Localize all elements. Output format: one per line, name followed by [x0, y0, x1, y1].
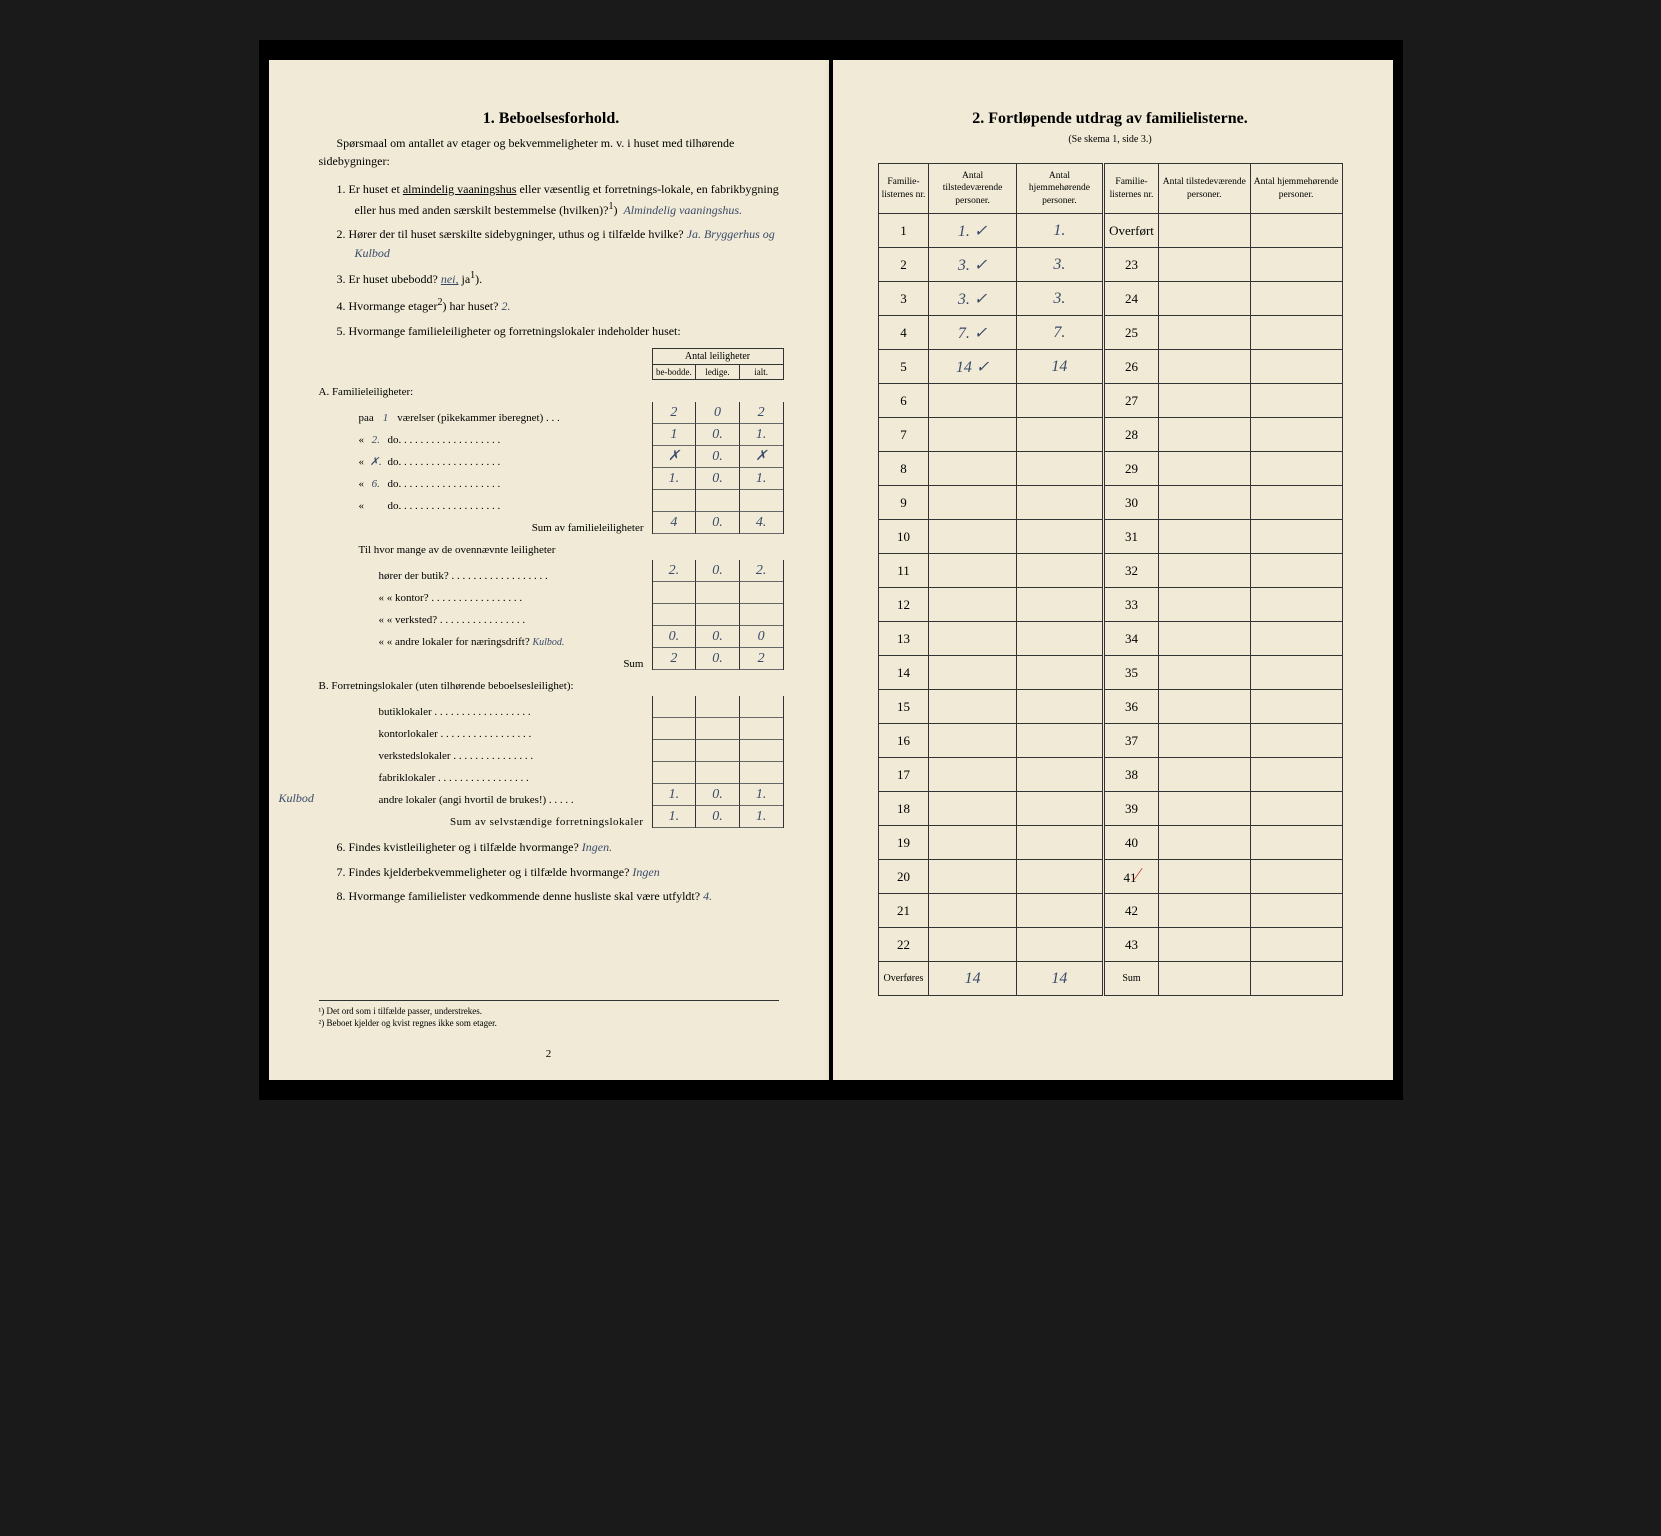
- right-heading: 2. Fortløpende utdrag av familielisterne…: [878, 110, 1343, 128]
- table-row: 4 7. ✓ 7. 25: [878, 316, 1342, 350]
- overfores-label: Overføres: [878, 962, 929, 996]
- col-2: Antal tilstedeværende personer.: [929, 164, 1016, 214]
- q8-answer: 4.: [703, 889, 712, 903]
- table-row: 15 36: [878, 690, 1342, 724]
- table-row: 19 40: [878, 826, 1342, 860]
- q4-answer: 2.: [501, 299, 510, 313]
- col-5: Antal tilstedeværende personer.: [1158, 164, 1250, 214]
- q6-answer: Ingen.: [582, 840, 612, 854]
- table-row: 12 33: [878, 588, 1342, 622]
- table-row: « do. . . . . . . . . . . . . . . . . . …: [319, 490, 784, 512]
- right-subtitle: (Se skema 1, side 3.): [878, 134, 1343, 145]
- sum-c-row: Sum av selvstændige forretningslokaler 1…: [319, 806, 784, 828]
- q7-answer: Ingen: [632, 865, 659, 879]
- footer-total-b: 14: [1016, 962, 1103, 996]
- table-row: fabriklokaler . . . . . . . . . . . . . …: [319, 762, 784, 784]
- table-row: Kulbod andre lokaler (angi hvortil de br…: [319, 784, 784, 806]
- family-list-table: Familie-listernes nr. Antal tilstedevære…: [878, 163, 1343, 996]
- red-check-icon: ∕: [1137, 864, 1140, 884]
- footnote-1: ¹) Det ord som i tilfælde passer, unders…: [319, 1005, 779, 1018]
- table-row: paa 1 værelser (pikekammer iberegnet) . …: [319, 402, 784, 424]
- left-page: 1. Beboelsesforhold. Spørsmaal om antall…: [269, 60, 829, 1080]
- col-1: Familie-listernes nr.: [878, 164, 929, 214]
- question-2: 2. Hører der til huset særskilte sidebyg…: [337, 225, 784, 262]
- sum-label: Sum: [1104, 962, 1159, 996]
- table-row: 20 41∕: [878, 860, 1342, 894]
- table-row: hører der butik? . . . . . . . . . . . .…: [319, 560, 784, 582]
- table-row: 2 3. ✓ 3. 23: [878, 248, 1342, 282]
- table-row: 6 27: [878, 384, 1342, 418]
- right-page: 2. Fortløpende utdrag av familielisterne…: [833, 60, 1393, 1080]
- col-6: Antal hjemmehørende personer.: [1250, 164, 1342, 214]
- overfort-label: Overført: [1104, 214, 1159, 248]
- intro-text: Spørsmaal om antallet av etager og bekve…: [319, 134, 784, 170]
- page-number: 2: [269, 1048, 829, 1060]
- table-row: 22 43: [878, 928, 1342, 962]
- table-row: 8 29: [878, 452, 1342, 486]
- footnotes: ¹) Det ord som i tilfælde passer, unders…: [319, 1000, 779, 1030]
- mid-text: Til hvor mange av de ovennævnte leilighe…: [319, 544, 784, 556]
- table-row: verkstedslokaler . . . . . . . . . . . .…: [319, 740, 784, 762]
- apartments-table: Antal leiligheter be-bodde. ledige. ialt…: [319, 348, 784, 828]
- table-row: 17 38: [878, 758, 1342, 792]
- question-8: 8. Hvormange familielister vedkommende d…: [337, 887, 784, 906]
- table-row: « ✗. do. . . . . . . . . . . . . . . . .…: [319, 446, 784, 468]
- table-row: 21 42: [878, 894, 1342, 928]
- question-7: 7. Findes kjelderbekvemmeligheter og i t…: [337, 863, 784, 882]
- question-6: 6. Findes kvistleiligheter og i tilfælde…: [337, 838, 784, 857]
- question-list-2: 6. Findes kvistleiligheter og i tilfælde…: [319, 838, 784, 906]
- table-row: « « verksted? . . . . . . . . . . . . . …: [319, 604, 784, 626]
- table-row: 3 3. ✓ 3. 24: [878, 282, 1342, 316]
- sum-mid-row: Sum 2 0. 2: [319, 648, 784, 670]
- table-row: « « andre lokaler for næringsdrift? Kulb…: [319, 626, 784, 648]
- section-b-label: B. Forretningslokaler (uten tilhørende b…: [319, 680, 784, 692]
- table-row: 14 35: [878, 656, 1342, 690]
- question-4: 4. Hvormange etager2) har huset? 2.: [337, 295, 784, 316]
- question-3: 3. Er huset ubebodd? nei, ja1).: [337, 268, 784, 289]
- table-row: 9 30: [878, 486, 1342, 520]
- left-heading: 1. Beboelsesforhold.: [319, 110, 784, 128]
- footer-row: Overføres 14 14 Sum: [878, 962, 1342, 996]
- question-1: 1. Er huset et almindelig vaaningshus el…: [337, 180, 784, 219]
- q1-answer: Almindelig vaaningshus.: [623, 203, 742, 217]
- table-row: 10 31: [878, 520, 1342, 554]
- margin-note: Kulbod: [279, 791, 314, 806]
- sum-a-row: Sum av familieleiligheter 4 0. 4.: [319, 512, 784, 534]
- table-row: « 6. do. . . . . . . . . . . . . . . . .…: [319, 468, 784, 490]
- table-row: kontorlokaler . . . . . . . . . . . . . …: [319, 718, 784, 740]
- question-5: 5. Hvormange familieleiligheter og forre…: [337, 322, 784, 341]
- table-row: « « kontor? . . . . . . . . . . . . . . …: [319, 582, 784, 604]
- document-spread: 1. Beboelsesforhold. Spørsmaal om antall…: [259, 40, 1403, 1100]
- table-row: 18 39: [878, 792, 1342, 826]
- table-header: Antal leiligheter be-bodde. ledige. ialt…: [319, 348, 784, 380]
- table-row: 16 37: [878, 724, 1342, 758]
- table-row: butiklokaler . . . . . . . . . . . . . .…: [319, 696, 784, 718]
- table-row: 1 1. ✓ 1. Overført: [878, 214, 1342, 248]
- table-row: 11 32: [878, 554, 1342, 588]
- question-list: 1. Er huset et almindelig vaaningshus el…: [319, 180, 784, 340]
- footnote-2: ²) Beboet kjelder og kvist regnes ikke s…: [319, 1017, 779, 1030]
- table-row: 13 34: [878, 622, 1342, 656]
- table-row: « 2. do. . . . . . . . . . . . . . . . .…: [319, 424, 784, 446]
- footer-total-a: 14: [929, 962, 1016, 996]
- table-row: 7 28: [878, 418, 1342, 452]
- col-4: Familie-listernes nr.: [1104, 164, 1159, 214]
- section-a-label: A. Familieleiligheter:: [319, 386, 784, 398]
- table-row: 5 14 ✓ 14 26: [878, 350, 1342, 384]
- col-3: Antal hjemmehørende personer.: [1016, 164, 1103, 214]
